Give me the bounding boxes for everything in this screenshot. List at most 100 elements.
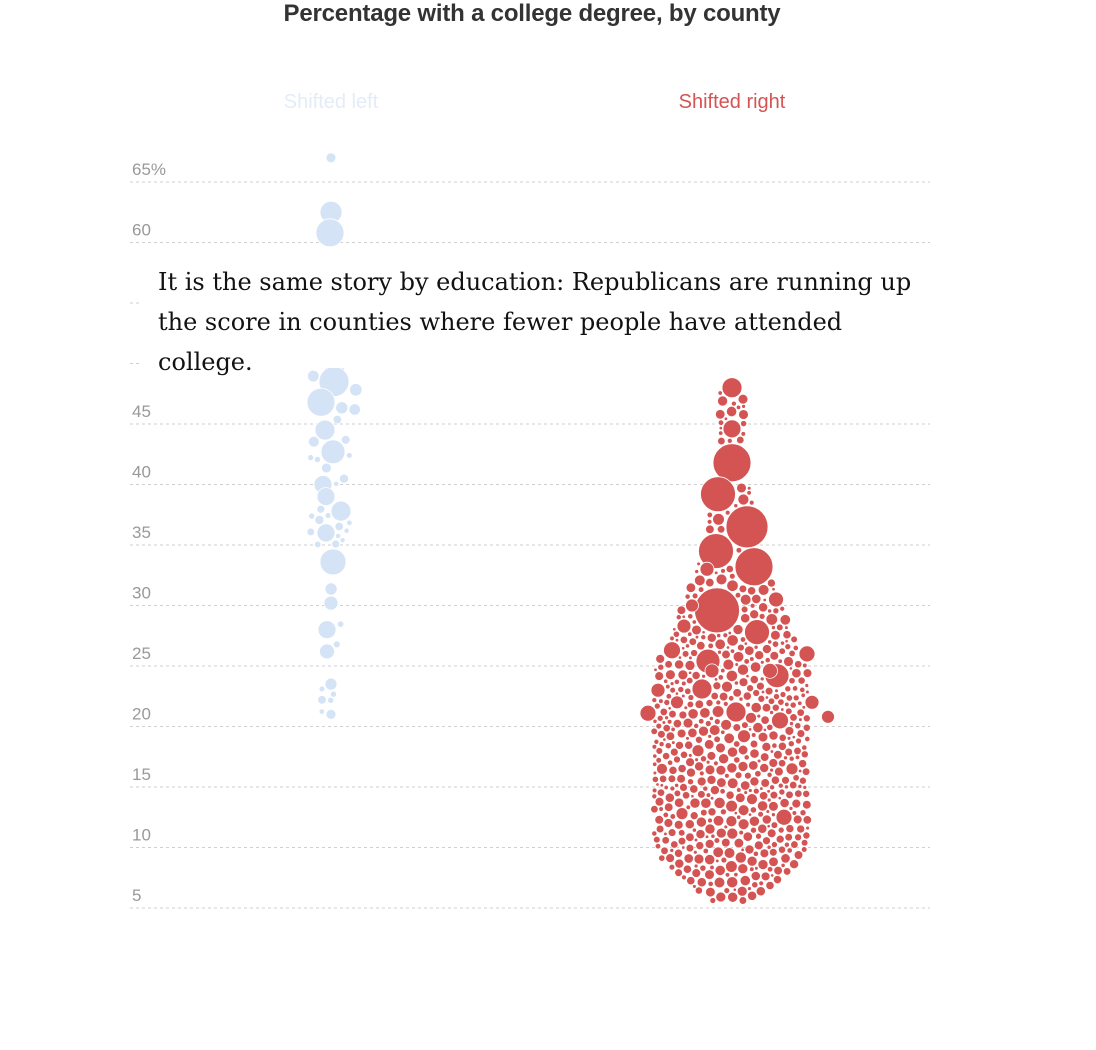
data-point: [769, 749, 774, 754]
data-point: [768, 591, 784, 608]
annotation-box: It is the same story by education: Repub…: [140, 258, 948, 376]
data-point: [692, 884, 697, 889]
data-point: [713, 677, 718, 682]
data-point: [766, 723, 774, 731]
data-point: [651, 775, 659, 783]
data-point: [705, 760, 711, 765]
data-point: [676, 774, 686, 784]
data-point: [681, 874, 687, 881]
data-point: [713, 876, 726, 889]
data-point: [718, 426, 723, 431]
data-point: [789, 701, 797, 709]
data-point: [705, 699, 714, 707]
data-point: [330, 690, 337, 698]
data-point: [662, 752, 670, 760]
data-point: [769, 784, 775, 791]
data-point: [701, 630, 706, 635]
data-point: [795, 737, 802, 745]
data-point: [784, 784, 789, 790]
data-point: [791, 810, 798, 816]
data-point: [802, 714, 811, 723]
data-point: [748, 727, 753, 732]
data-point: [670, 695, 684, 710]
data-point: [704, 823, 716, 835]
data-point: [686, 876, 696, 886]
data-point: [766, 824, 771, 829]
data-point: [765, 881, 775, 890]
data-point: [788, 806, 794, 811]
data-point: [798, 759, 807, 768]
data-point: [314, 419, 336, 441]
data-point: [715, 858, 720, 863]
data-point: [694, 569, 699, 574]
y-tick-label: 65%: [132, 160, 166, 179]
data-point: [661, 836, 670, 845]
data-point: [695, 841, 705, 850]
data-point: [736, 404, 741, 410]
data-point: [721, 837, 731, 848]
data-point: [665, 853, 675, 863]
data-point: [769, 790, 779, 800]
data-point: [762, 598, 767, 602]
data-point: [668, 766, 678, 775]
data-point: [709, 864, 715, 870]
data-point: [724, 872, 731, 878]
data-point: [760, 752, 770, 762]
data-point: [802, 800, 812, 810]
data-point: [713, 760, 719, 766]
data-point: [663, 785, 669, 790]
data-point: [778, 647, 786, 655]
data-point: [792, 685, 799, 692]
data-point: [790, 840, 799, 849]
data-point: [777, 698, 785, 706]
data-point: [778, 759, 787, 768]
data-point: [691, 671, 701, 680]
data-point: [753, 644, 759, 650]
data-point: [692, 827, 697, 833]
data-point: [796, 708, 805, 717]
data-point: [798, 645, 816, 663]
data-point: [663, 699, 671, 706]
data-point: [802, 662, 808, 669]
data-point: [681, 614, 686, 619]
data-point: [751, 732, 757, 738]
y-tick-label: 40: [132, 463, 151, 482]
data-point: [684, 819, 695, 830]
data-point: [743, 790, 748, 795]
data-point: [669, 687, 676, 694]
data-point: [707, 734, 712, 739]
data-point: [784, 643, 792, 650]
data-point: [691, 678, 713, 700]
data-point: [743, 754, 750, 761]
data-point: [794, 722, 802, 730]
data-point: [726, 876, 739, 889]
data-point: [719, 692, 729, 702]
data-point: [324, 582, 338, 596]
data-point: [752, 722, 764, 733]
data-point: [333, 640, 341, 649]
data-point: [776, 623, 784, 632]
data-point: [771, 587, 776, 592]
data-point: [749, 815, 760, 827]
data-point: [801, 705, 806, 710]
data-point: [770, 630, 781, 641]
data-point: [801, 744, 808, 751]
data-point: [758, 602, 768, 613]
data-point: [727, 438, 733, 444]
data-point: [688, 637, 697, 646]
data-point: [775, 834, 785, 844]
data-point: [697, 790, 706, 799]
data-point: [768, 801, 779, 812]
chart-title: Percentage with a college degree, by cou…: [283, 0, 781, 27]
data-point: [747, 486, 752, 491]
data-point: [778, 845, 786, 854]
data-point: [319, 548, 347, 576]
data-point: [681, 650, 690, 658]
data-point: [757, 811, 764, 818]
data-point: [784, 833, 793, 842]
data-point: [802, 815, 812, 825]
data-point: [658, 806, 664, 812]
data-point: [742, 691, 752, 701]
data-point: [732, 624, 744, 635]
data-point: [674, 783, 679, 788]
